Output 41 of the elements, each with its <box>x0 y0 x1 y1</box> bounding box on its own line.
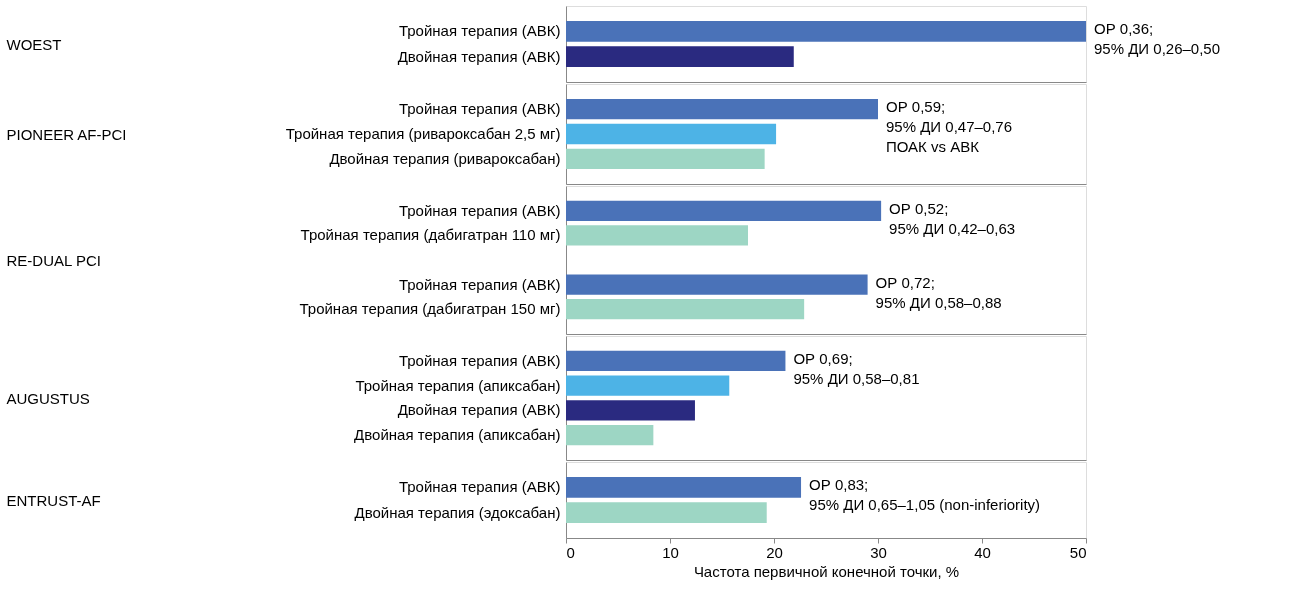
bar <box>566 350 786 372</box>
bar <box>566 299 805 320</box>
y-tick-label: Двойная терапия (АВК) <box>397 401 561 419</box>
text: ОР 0,36; 95% ДИ 0,26–0,50 <box>1094 20 1221 58</box>
x-tick-label: 30 <box>870 543 887 561</box>
annotation: ОР 0,52; 95% ДИ 0,42–0,63 <box>889 199 1016 237</box>
y-tick-label: Тройная терапия (ривароксабан 2,5 мг) <box>285 125 561 142</box>
bar <box>566 200 882 221</box>
y-tick-label: Тройная терапия (АВК) <box>398 478 561 496</box>
y-tick-label: Тройная терапия (АВК) <box>398 100 561 118</box>
y-tick-label: Тройная терапия (дабигатран 110 мг) <box>300 226 561 244</box>
bar <box>566 225 748 246</box>
y-tick-label: Двойная терапия (ривароксабан) <box>329 149 561 167</box>
y-tick-label: Двойная терапия (апиксабан) <box>354 426 561 444</box>
y-axis-title: ENTRUST-AF <box>6 491 101 509</box>
annotation: ОР 0,83; 95% ДИ 0,65–1,05 (non-inferiority) <box>809 476 1041 514</box>
bar <box>566 274 868 295</box>
x-tick-label: 0 <box>566 543 575 561</box>
y-axis-title: WOEST <box>6 35 62 53</box>
x-axis-title: Частота первичной конечной точки, % <box>693 562 960 580</box>
y-tick-label: Тройная терапия (АВК) <box>398 351 561 369</box>
annotation: ОР 0,69; 95% ДИ 0,58–0,81 <box>793 349 920 387</box>
y-axis-title: PIONEER AF-PCI <box>6 125 127 143</box>
annotation: ОР 0,72; 95% ДИ 0,58–0,88 <box>875 273 1002 311</box>
y-tick-label: Тройная терапия (дабигатран 150 мг) <box>299 300 561 318</box>
bar <box>566 424 654 446</box>
x-tick-label: 40 <box>974 543 991 561</box>
annotation: ОР 0,59; 95% ДИ 0,47–0,76 ПОАК vs АВК <box>886 98 1013 156</box>
y-tick-label: Тройная терапия (АВК) <box>398 275 561 293</box>
y-axis-title: AUGUSTUS <box>6 389 90 407</box>
y-tick-label: Тройная терапия (АВК) <box>398 22 561 40</box>
y-axis-title: RE-DUAL PCI <box>6 251 101 269</box>
x-tick-label: 10 <box>662 543 679 561</box>
y-tick-label: Двойная терапия (эдоксабан) <box>354 503 561 521</box>
x-tick-label: 20 <box>766 543 783 561</box>
bar <box>566 375 730 396</box>
y-tick-label: Двойная терапия (АВК) <box>397 47 561 65</box>
x-tick-label: 50 <box>1069 543 1087 561</box>
y-tick-label: Тройная терапия (апиксабан) <box>355 376 561 394</box>
y-tick-label: Тройная терапия (АВК) <box>398 201 561 219</box>
bar <box>566 400 695 421</box>
